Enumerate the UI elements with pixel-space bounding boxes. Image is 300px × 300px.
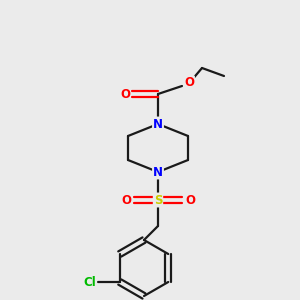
Text: N: N — [153, 118, 163, 130]
Text: O: O — [185, 194, 195, 206]
Text: S: S — [154, 194, 162, 206]
Text: O: O — [120, 88, 130, 100]
Text: Cl: Cl — [83, 275, 96, 289]
Text: N: N — [153, 166, 163, 178]
Text: O: O — [121, 194, 131, 206]
Text: O: O — [184, 76, 194, 89]
